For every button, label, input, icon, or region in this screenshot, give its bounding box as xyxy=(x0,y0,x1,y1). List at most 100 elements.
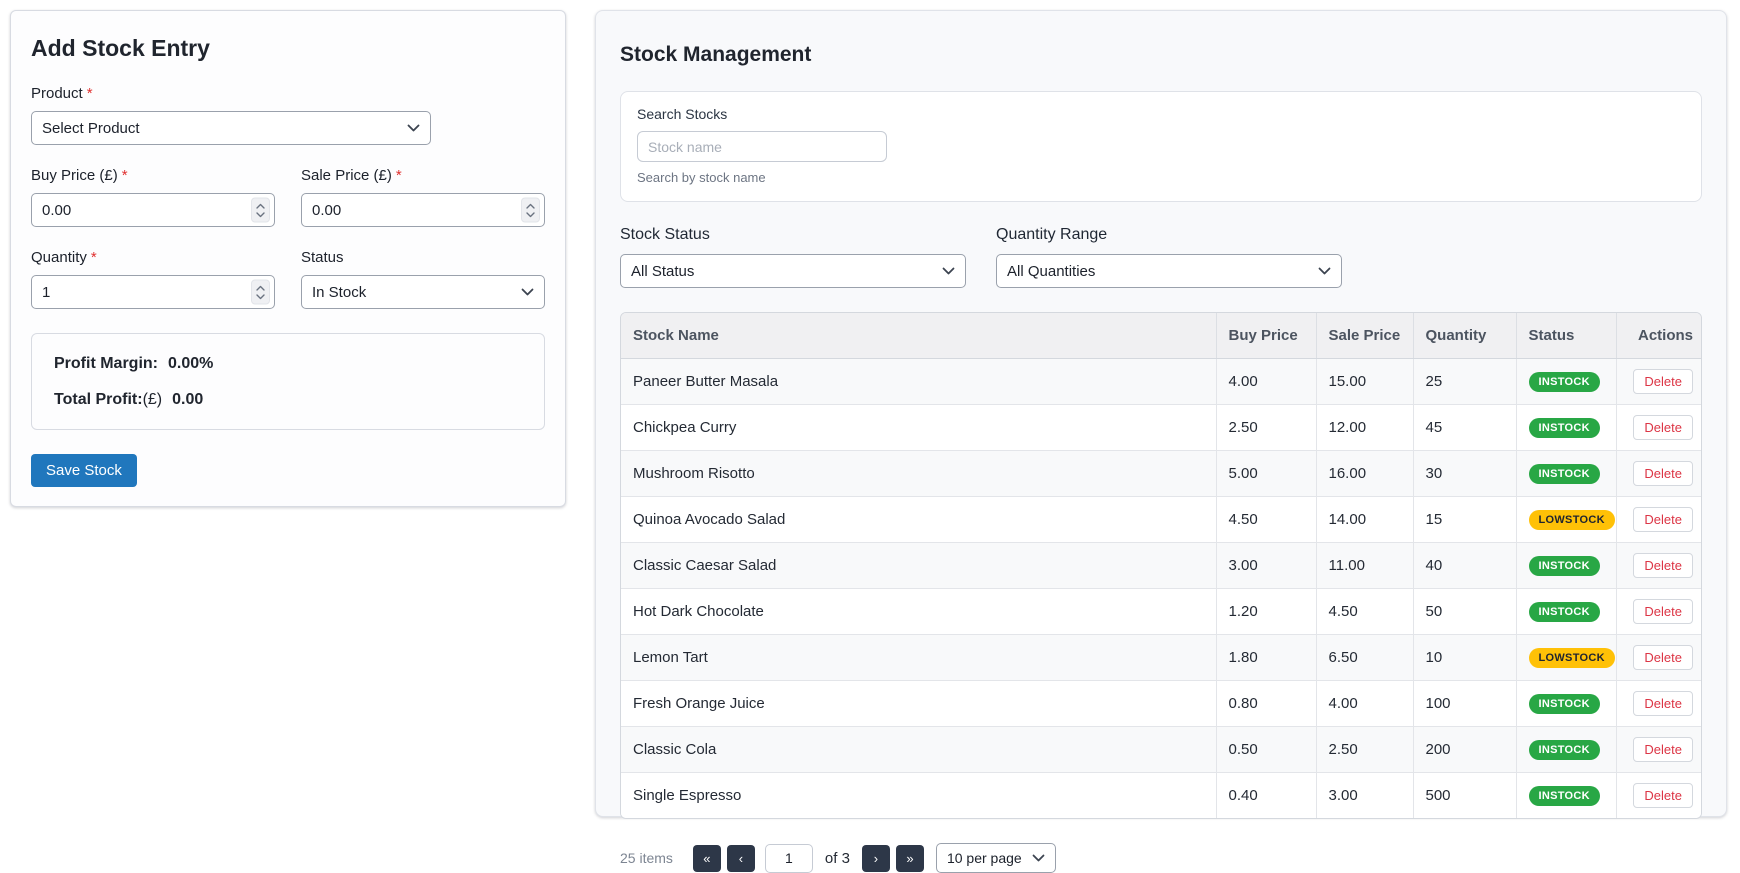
buy-price-cell: 1.20 xyxy=(1216,588,1317,635)
page-count-text: of 3 xyxy=(824,849,850,867)
stock-status-label: Stock Status xyxy=(620,226,710,243)
stock-name-cell: Chickpea Curry xyxy=(621,404,1217,451)
required-asterisk: * xyxy=(86,85,93,102)
table-row: Mushroom Risotto 5.00 16.00 30 INSTOCK D… xyxy=(621,450,1701,497)
table-row: Classic Cola 0.50 2.50 200 INSTOCK Delet… xyxy=(621,726,1701,773)
total-profit-label: Total Profit: xyxy=(54,391,143,408)
sale-price-cell: 14.00 xyxy=(1316,496,1414,543)
page-number-input[interactable] xyxy=(764,843,813,873)
status-cell: INSTOCK xyxy=(1516,542,1617,589)
sale-price-cell: 4.50 xyxy=(1316,588,1414,635)
sale-price-cell: 16.00 xyxy=(1316,450,1414,497)
buy-price-cell: 5.00 xyxy=(1216,450,1317,497)
status-select[interactable]: In Stock xyxy=(301,275,545,309)
next-page-button[interactable]: › xyxy=(861,844,890,872)
status-cell: INSTOCK xyxy=(1516,726,1617,773)
chevron-down-icon xyxy=(1032,854,1045,862)
chevron-down-icon xyxy=(1318,267,1331,275)
actions-cell: Delete xyxy=(1616,450,1701,497)
chevron-down-icon xyxy=(526,211,535,217)
search-input[interactable] xyxy=(637,131,887,162)
stock-name-cell: Classic Cola xyxy=(621,726,1217,773)
table-row: Classic Caesar Salad 3.00 11.00 40 INSTO… xyxy=(621,542,1701,589)
chevron-up-icon xyxy=(256,285,265,291)
delete-button[interactable]: Delete xyxy=(1633,783,1693,808)
buy-price-label: Buy Price (£) * xyxy=(31,167,128,184)
sale-price-input[interactable] xyxy=(301,193,545,227)
status-badge: INSTOCK xyxy=(1528,556,1600,576)
delete-button[interactable]: Delete xyxy=(1633,553,1693,578)
delete-button[interactable]: Delete xyxy=(1633,645,1693,670)
quantity-cell: 45 xyxy=(1413,404,1517,451)
buy-price-input[interactable] xyxy=(31,193,275,227)
status-badge: INSTOCK xyxy=(1528,694,1600,714)
add-stock-title: Add Stock Entry xyxy=(31,35,210,61)
actions-cell: Delete xyxy=(1616,680,1701,727)
sale-price-cell: 3.00 xyxy=(1316,772,1414,818)
quantity-range-filter: Quantity Range All Quantities xyxy=(996,226,1342,288)
delete-button[interactable]: Delete xyxy=(1633,691,1693,716)
chevron-down-icon xyxy=(256,211,265,217)
product-field: Product * Select Product xyxy=(31,85,545,145)
quantity-cell: 30 xyxy=(1413,450,1517,497)
table-row: Quinoa Avocado Salad 4.50 14.00 15 LOWST… xyxy=(621,496,1701,543)
chevron-up-icon xyxy=(526,203,535,209)
status-badge: LOWSTOCK xyxy=(1528,648,1615,668)
delete-button[interactable]: Delete xyxy=(1633,599,1693,624)
column-header-stock-name: Stock Name xyxy=(621,313,1217,359)
required-asterisk: * xyxy=(395,167,402,184)
buy-price-cell: 0.50 xyxy=(1216,726,1317,773)
stock-status-select-value: All Status xyxy=(631,262,695,280)
quantity-input[interactable] xyxy=(31,275,275,309)
first-page-button[interactable]: « xyxy=(692,844,721,872)
search-section: Search Stocks Search by stock name xyxy=(620,91,1702,202)
stock-management-title: Stock Management xyxy=(620,43,812,66)
table-row: Single Espresso 0.40 3.00 500 INSTOCK De… xyxy=(621,772,1701,818)
sale-price-cell: 4.00 xyxy=(1316,680,1414,727)
quantity-range-select-value: All Quantities xyxy=(1007,262,1096,280)
profit-margin-line: Profit Margin: 0.00% xyxy=(54,354,522,373)
stock-name-cell: Lemon Tart xyxy=(621,634,1217,681)
actions-cell: Delete xyxy=(1616,496,1701,543)
chevron-up-icon xyxy=(256,203,265,209)
status-badge: INSTOCK xyxy=(1528,418,1600,438)
status-badge: INSTOCK xyxy=(1528,464,1600,484)
save-stock-button[interactable]: Save Stock xyxy=(31,454,137,487)
chevron-down-icon xyxy=(256,293,265,299)
product-select[interactable]: Select Product xyxy=(31,111,431,145)
profit-margin-label: Profit Margin: xyxy=(54,355,158,372)
sale-price-field: Sale Price (£) * xyxy=(301,167,545,227)
quantity-range-select[interactable]: All Quantities xyxy=(996,254,1342,288)
quantity-range-label: Quantity Range xyxy=(996,226,1108,243)
number-spinner[interactable] xyxy=(251,279,270,305)
delete-button[interactable]: Delete xyxy=(1633,369,1693,394)
status-badge: INSTOCK xyxy=(1528,602,1600,622)
buy-price-cell: 2.50 xyxy=(1216,404,1317,451)
status-cell: LOWSTOCK xyxy=(1516,634,1617,681)
search-stocks-label: Search Stocks xyxy=(637,106,728,122)
buy-price-cell: 4.50 xyxy=(1216,496,1317,543)
status-cell: INSTOCK xyxy=(1516,680,1617,727)
delete-button[interactable]: Delete xyxy=(1633,507,1693,532)
required-asterisk: * xyxy=(121,167,128,184)
number-spinner[interactable] xyxy=(251,197,270,223)
stock-status-select[interactable]: All Status xyxy=(620,254,966,288)
delete-button[interactable]: Delete xyxy=(1633,415,1693,440)
prev-page-button[interactable]: ‹ xyxy=(726,844,755,872)
stock-name-cell: Quinoa Avocado Salad xyxy=(621,496,1217,543)
stock-name-cell: Paneer Butter Masala xyxy=(621,358,1217,405)
buy-price-cell: 0.80 xyxy=(1216,680,1317,727)
add-stock-panel: Add Stock Entry Product * Select Product … xyxy=(10,10,566,507)
number-spinner[interactable] xyxy=(521,197,540,223)
table-row: Hot Dark Chocolate 1.20 4.50 50 INSTOCK … xyxy=(621,588,1701,635)
per-page-select[interactable]: 10 per page xyxy=(935,843,1056,873)
status-cell: INSTOCK xyxy=(1516,588,1617,635)
product-label: Product * xyxy=(31,85,93,102)
search-helper-text: Search by stock name xyxy=(637,170,766,185)
delete-button[interactable]: Delete xyxy=(1633,737,1693,762)
chevron-down-icon xyxy=(942,267,955,275)
last-page-button[interactable]: » xyxy=(895,844,924,872)
status-cell: INSTOCK xyxy=(1516,404,1617,451)
buy-price-field: Buy Price (£) * xyxy=(31,167,275,227)
delete-button[interactable]: Delete xyxy=(1633,461,1693,486)
